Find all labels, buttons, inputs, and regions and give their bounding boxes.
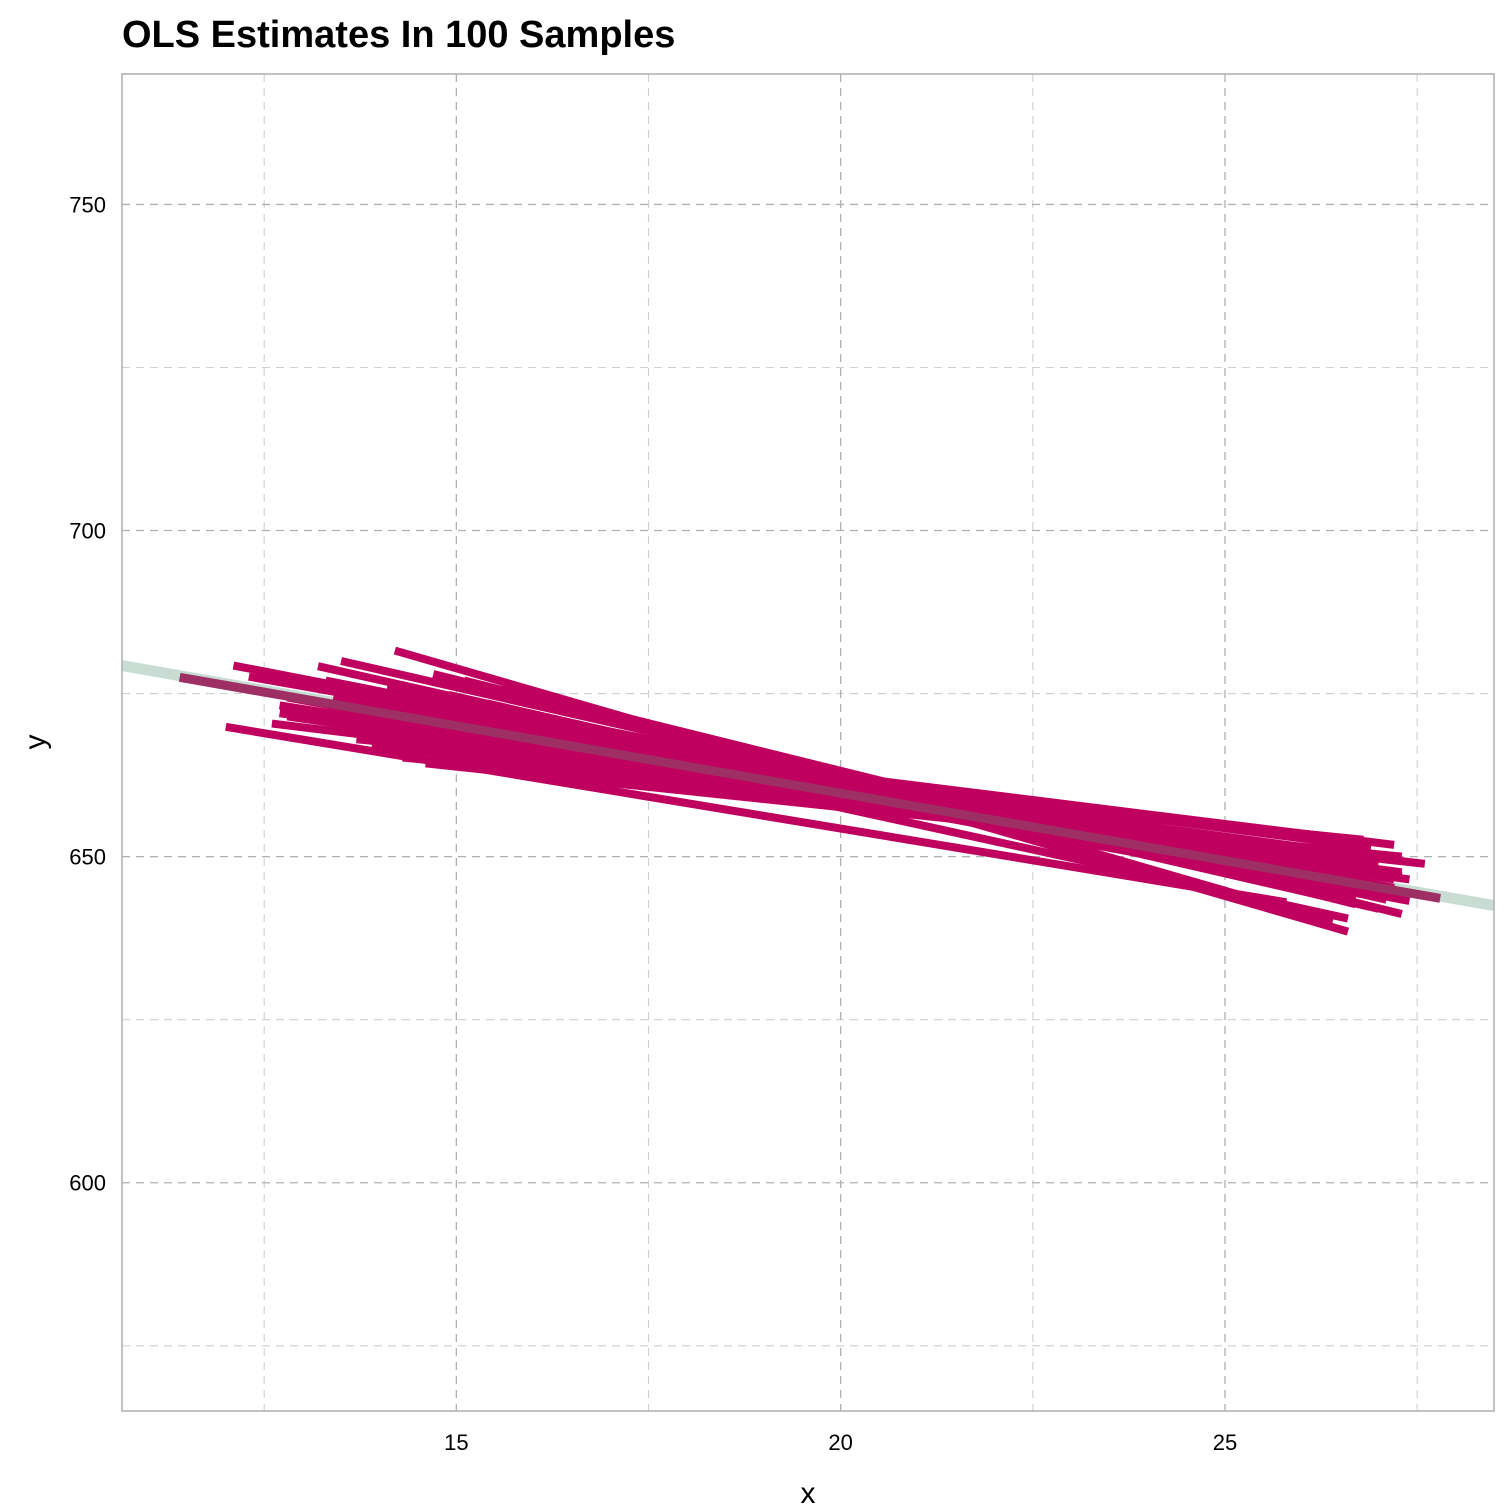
- x-tick-label: 15: [444, 1430, 468, 1455]
- x-axis-label: x: [801, 1477, 816, 1510]
- y-axis-label: y: [19, 735, 52, 750]
- estimate-line: [563, 737, 1395, 849]
- mean-estimate-layer: [178, 672, 1441, 903]
- estimate-line: [225, 722, 1288, 907]
- y-tick-label: 600: [69, 1171, 106, 1196]
- y-tick-label: 650: [69, 845, 106, 870]
- x-tick-label: 20: [828, 1430, 852, 1455]
- x-axis-ticks: 15 20 25: [444, 1430, 1237, 1455]
- plot-panel-border: [121, 73, 1495, 1412]
- chart-title: OLS Estimates In 100 Samples: [122, 14, 675, 56]
- x-tick-label: 25: [1213, 1430, 1237, 1455]
- y-tick-label: 700: [69, 519, 106, 544]
- y-axis-ticks: 600 650 700 750: [69, 192, 106, 1195]
- grid: [122, 74, 1494, 1411]
- mean-estimate-line: [178, 672, 1441, 903]
- y-tick-label: 750: [69, 192, 106, 217]
